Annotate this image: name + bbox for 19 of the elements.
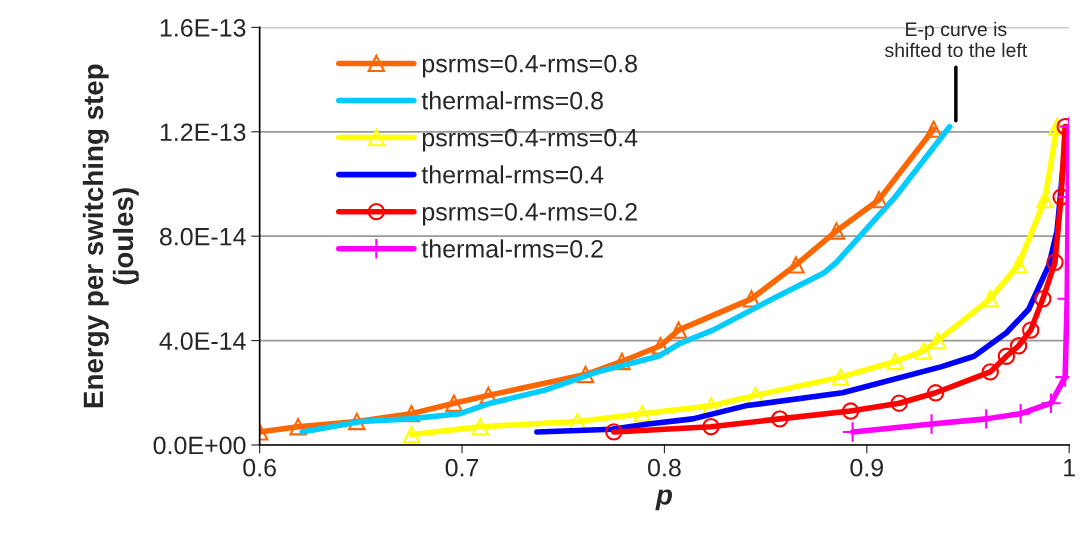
annotation: E-p curve is shifted to the left	[885, 21, 1028, 58]
y-tick-label: 8.0E-14	[159, 227, 246, 246]
x-tick-label: 0.6	[243, 458, 276, 477]
y-tick-label: 1.6E-13	[160, 19, 246, 37]
x-tick-label: 1	[1064, 459, 1075, 477]
y-tick-label: 0.0E+00	[153, 436, 246, 455]
x-tick-label: 0.7	[445, 458, 479, 477]
y-tick-label: 4.0E-14	[159, 332, 246, 350]
y-axis-title: Energy per switching step (joules)	[82, 64, 139, 408]
x-tick-label: 0.9	[850, 458, 883, 477]
legend-label: thermal-rms=0.4	[421, 165, 604, 184]
legend-label: psrms=0.4-rms=0.4	[422, 128, 638, 152]
x-tick-label: 0.8	[648, 458, 681, 477]
y-tick-label: 1.2E-13	[160, 123, 246, 142]
legend-label: psrms=0.4-rms=0.2	[422, 202, 637, 226]
x-axis-title: p	[655, 489, 673, 511]
legend-label: thermal-rms=0.2	[421, 239, 603, 258]
legend-label: psrms=0.4-rms=0.8	[422, 54, 637, 78]
legend-label: thermal-rms=0.8	[421, 91, 603, 110]
